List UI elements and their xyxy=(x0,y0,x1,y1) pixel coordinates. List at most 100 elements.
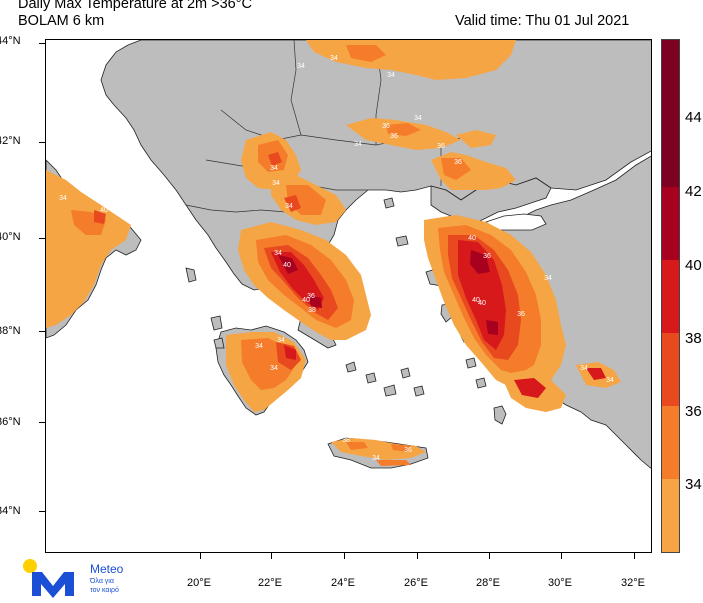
tagline-line-1: Όλα για xyxy=(90,578,114,585)
lon-label-32: 32°E xyxy=(621,577,645,589)
colorbar-seg-34-36 xyxy=(662,479,679,552)
lat-label-38: 38°N xyxy=(0,325,21,337)
colorbar-seg-44plus xyxy=(662,40,679,187)
colorbar-label-40: 40 xyxy=(685,257,702,274)
meteo-m-icon xyxy=(23,559,74,598)
temperature-value-label: 40 xyxy=(468,235,476,242)
temperature-value-label: 36 xyxy=(404,447,412,454)
temperature-value-label: 34 xyxy=(297,63,305,70)
lat-label-42: 42°N xyxy=(0,135,21,147)
colorbar-seg-42-44 xyxy=(662,187,679,260)
lon-label-20: 20°E xyxy=(187,577,211,589)
lat-tick xyxy=(39,142,45,144)
temperature-value-label: 34 xyxy=(354,141,362,148)
temperature-value-label: 34 xyxy=(255,343,263,350)
tagline-line-2: τον καιρό xyxy=(90,587,119,594)
temperature-value-label: 40 xyxy=(472,297,480,304)
lon-tick xyxy=(200,553,202,559)
lat-label-34: 34°N xyxy=(0,505,21,517)
temperature-value-label: 36 xyxy=(517,311,525,318)
land-rhodes xyxy=(493,405,507,425)
land-dodecanese-1 xyxy=(465,357,477,369)
land-kefalonia xyxy=(210,315,223,331)
lat-tick xyxy=(39,511,45,513)
land-cyclades-1 xyxy=(345,361,357,373)
temperature-map: 34 34 34 36 34 34 36 36 36 34 34 34 34 40 40 36 40 38 34 40… xyxy=(45,39,652,553)
land-cyclades-2 xyxy=(365,372,377,384)
temperature-value-label: 36 xyxy=(307,293,315,300)
temperature-value-label: 34 xyxy=(270,165,278,172)
lon-tick xyxy=(561,553,563,559)
temperature-value-label: 36 xyxy=(454,159,462,166)
lat-label-44: 44°N xyxy=(0,35,21,47)
land-cyclades-4 xyxy=(400,367,411,379)
temperature-value-label: 34 xyxy=(606,377,614,384)
temperature-labels: 3434343634343636363434343440403640383440… xyxy=(59,55,614,462)
temperature-value-label: 40 xyxy=(302,297,310,304)
temperature-value-label: 36 xyxy=(483,253,491,260)
temperature-value-label: 34 xyxy=(270,365,278,372)
lon-label-24: 24°E xyxy=(331,577,355,589)
temperature-value-label: 36 xyxy=(382,123,390,130)
temperature-value-label: 38 xyxy=(320,405,328,412)
lat-tick xyxy=(39,422,45,424)
temperature-value-label: 34 xyxy=(59,195,67,202)
lat-tick xyxy=(39,331,45,333)
lat-label-40: 40°N xyxy=(0,231,21,243)
lon-tick xyxy=(634,553,636,559)
lon-label-22: 22°E xyxy=(258,577,282,589)
temperature-value-label: 36 xyxy=(304,370,312,377)
land-lemnos xyxy=(395,235,409,247)
meteo-logo[interactable]: Meteo Όλα για τον καιρό xyxy=(22,558,142,598)
temperature-value-label: 38 xyxy=(342,437,350,444)
colorbar-label-42: 42 xyxy=(685,183,702,200)
temperature-value-label: 38 xyxy=(308,307,316,314)
land-cyclades-5 xyxy=(413,385,425,397)
lon-tick xyxy=(344,553,346,559)
lon-tick xyxy=(489,553,491,559)
lat-label-36: 36°N xyxy=(0,416,21,428)
temperature-value-label: 34 xyxy=(580,365,588,372)
map-title: Daily Max Temperature at 2m >36°C xyxy=(18,0,253,12)
colorbar-label-34: 34 xyxy=(685,476,702,493)
temperature-value-label: 34 xyxy=(330,55,338,62)
lon-label-30: 30°E xyxy=(548,577,572,589)
lon-tick xyxy=(417,553,419,559)
land-thasos xyxy=(383,197,395,209)
land-dodecanese-2 xyxy=(475,377,487,389)
temperature-value-label: 34 xyxy=(544,275,552,282)
lon-label-26: 26°E xyxy=(404,577,428,589)
temperature-value-label: 34 xyxy=(274,250,282,257)
temperature-value-label: 34 xyxy=(285,203,293,210)
temperature-value-label: 34 xyxy=(372,455,380,462)
colorbar-seg-36-38 xyxy=(662,406,679,479)
colorbar-seg-38-40 xyxy=(662,333,679,406)
temperature-value-label: 34 xyxy=(277,337,285,344)
temperature-value-label: 34 xyxy=(294,400,302,407)
temp-shading xyxy=(46,40,621,466)
temperature-value-label: 36 xyxy=(390,133,398,140)
colorbar-label-36: 36 xyxy=(685,403,702,420)
lat-tick xyxy=(39,43,45,45)
sea-marmara xyxy=(485,213,547,231)
lon-label-28: 28°E xyxy=(476,577,500,589)
land-cyclades-3 xyxy=(383,384,397,397)
colorbar-label-44: 44 xyxy=(685,109,702,126)
brand-name: Meteo xyxy=(90,562,124,576)
lon-tick xyxy=(271,553,273,559)
temperature-value-label: 40 xyxy=(100,207,108,214)
temperature-value-label: 36 xyxy=(437,143,445,150)
land-corfu xyxy=(185,267,197,283)
temperature-value-label: 34 xyxy=(387,72,395,79)
land-zakynthos xyxy=(213,337,225,349)
colorbar-label-38: 38 xyxy=(685,330,702,347)
colorbar-seg-40-42 xyxy=(662,260,679,333)
colorbar xyxy=(661,39,680,553)
temperature-value-label: 34 xyxy=(454,362,462,369)
model-name: BOLAM 6 km xyxy=(18,13,105,29)
temperature-value-label: 34 xyxy=(414,115,422,122)
valid-time: Valid time: Thu 01 Jul 2021 xyxy=(455,13,630,29)
temperature-value-label: 34 xyxy=(272,180,280,187)
temperature-value-label: 40 xyxy=(478,300,486,307)
temperature-value-label: 40 xyxy=(283,262,291,269)
